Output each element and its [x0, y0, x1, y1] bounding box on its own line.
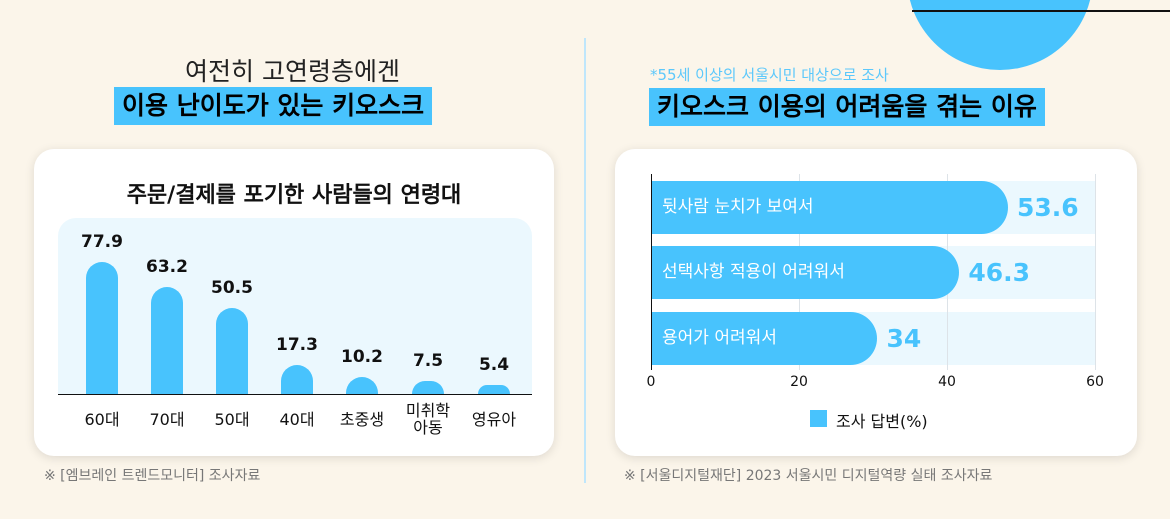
x-tick-label: 40: [938, 374, 956, 390]
age-category-label: 60대: [84, 410, 120, 429]
survey-note: *55세 이상의 서울시민 대상으로 조사: [650, 66, 889, 84]
legend-swatch: [810, 410, 827, 427]
y-axis-line: [651, 174, 652, 370]
age-category-label: 50대: [214, 410, 250, 429]
legend-label: 조사 답변(%): [836, 412, 928, 431]
age-axis-baseline: [58, 394, 532, 395]
age-bar-value: 10.2: [341, 346, 383, 367]
age-bar: [86, 261, 118, 394]
age-bar: [281, 364, 313, 394]
reason-label: 용어가 어려워서: [662, 328, 777, 348]
age-bar-value: 77.9: [81, 231, 123, 252]
gridline: [1095, 174, 1096, 370]
reason-bar: [651, 181, 1008, 234]
reason-value: 53.6: [1016, 193, 1079, 222]
age-chart-title: 주문/결제를 포기한 사람들의 연령대: [126, 183, 462, 208]
left-heading: 여전히 고연령층에겐: [185, 57, 400, 86]
age-bar-value: 17.3: [276, 334, 318, 355]
age-bar: [412, 381, 444, 394]
age-bar-value: 7.5: [412, 351, 444, 372]
left-source: ※ [엠브레인 트렌드모니터] 조사자료: [44, 468, 261, 484]
age-bar-value: 5.4: [478, 354, 510, 375]
x-tick-label: 20: [790, 374, 808, 390]
age-category-label: 초중생: [339, 410, 385, 429]
section-divider: [584, 38, 586, 483]
x-tick-label: 0: [646, 374, 656, 390]
reason-value: 46.3: [968, 258, 1031, 287]
age-category-label: 40대: [279, 410, 315, 429]
age-bar: [478, 384, 510, 394]
reason-value: 34: [886, 324, 922, 353]
age-bar-value: 63.2: [146, 256, 188, 277]
decorative-line: [912, 10, 1170, 12]
reason-label: 뒷사람 눈치가 보여서: [662, 197, 814, 217]
reason-label: 선택사항 적용이 어려워서: [662, 262, 845, 282]
age-bar: [151, 286, 183, 394]
age-bar: [346, 376, 378, 394]
age-bar: [216, 308, 248, 394]
right-source: ※ [서울디지털재단] 2023 서울시민 디지털역량 실태 조사자료: [624, 468, 993, 484]
reason-bar: [651, 312, 878, 365]
x-tick-label: 60: [1086, 374, 1104, 390]
age-category-label: 미취학 아동: [405, 401, 451, 437]
age-bar-value: 50.5: [211, 278, 253, 299]
left-highlight-title: 이용 난이도가 있는 키오스크: [114, 87, 433, 125]
age-category-label: 영유아: [471, 410, 517, 429]
age-category-label: 70대: [149, 410, 185, 429]
reason-bar: [651, 246, 960, 299]
right-highlight-title: 키오스크 이용의 어려움을 겪는 이유: [649, 88, 1045, 126]
